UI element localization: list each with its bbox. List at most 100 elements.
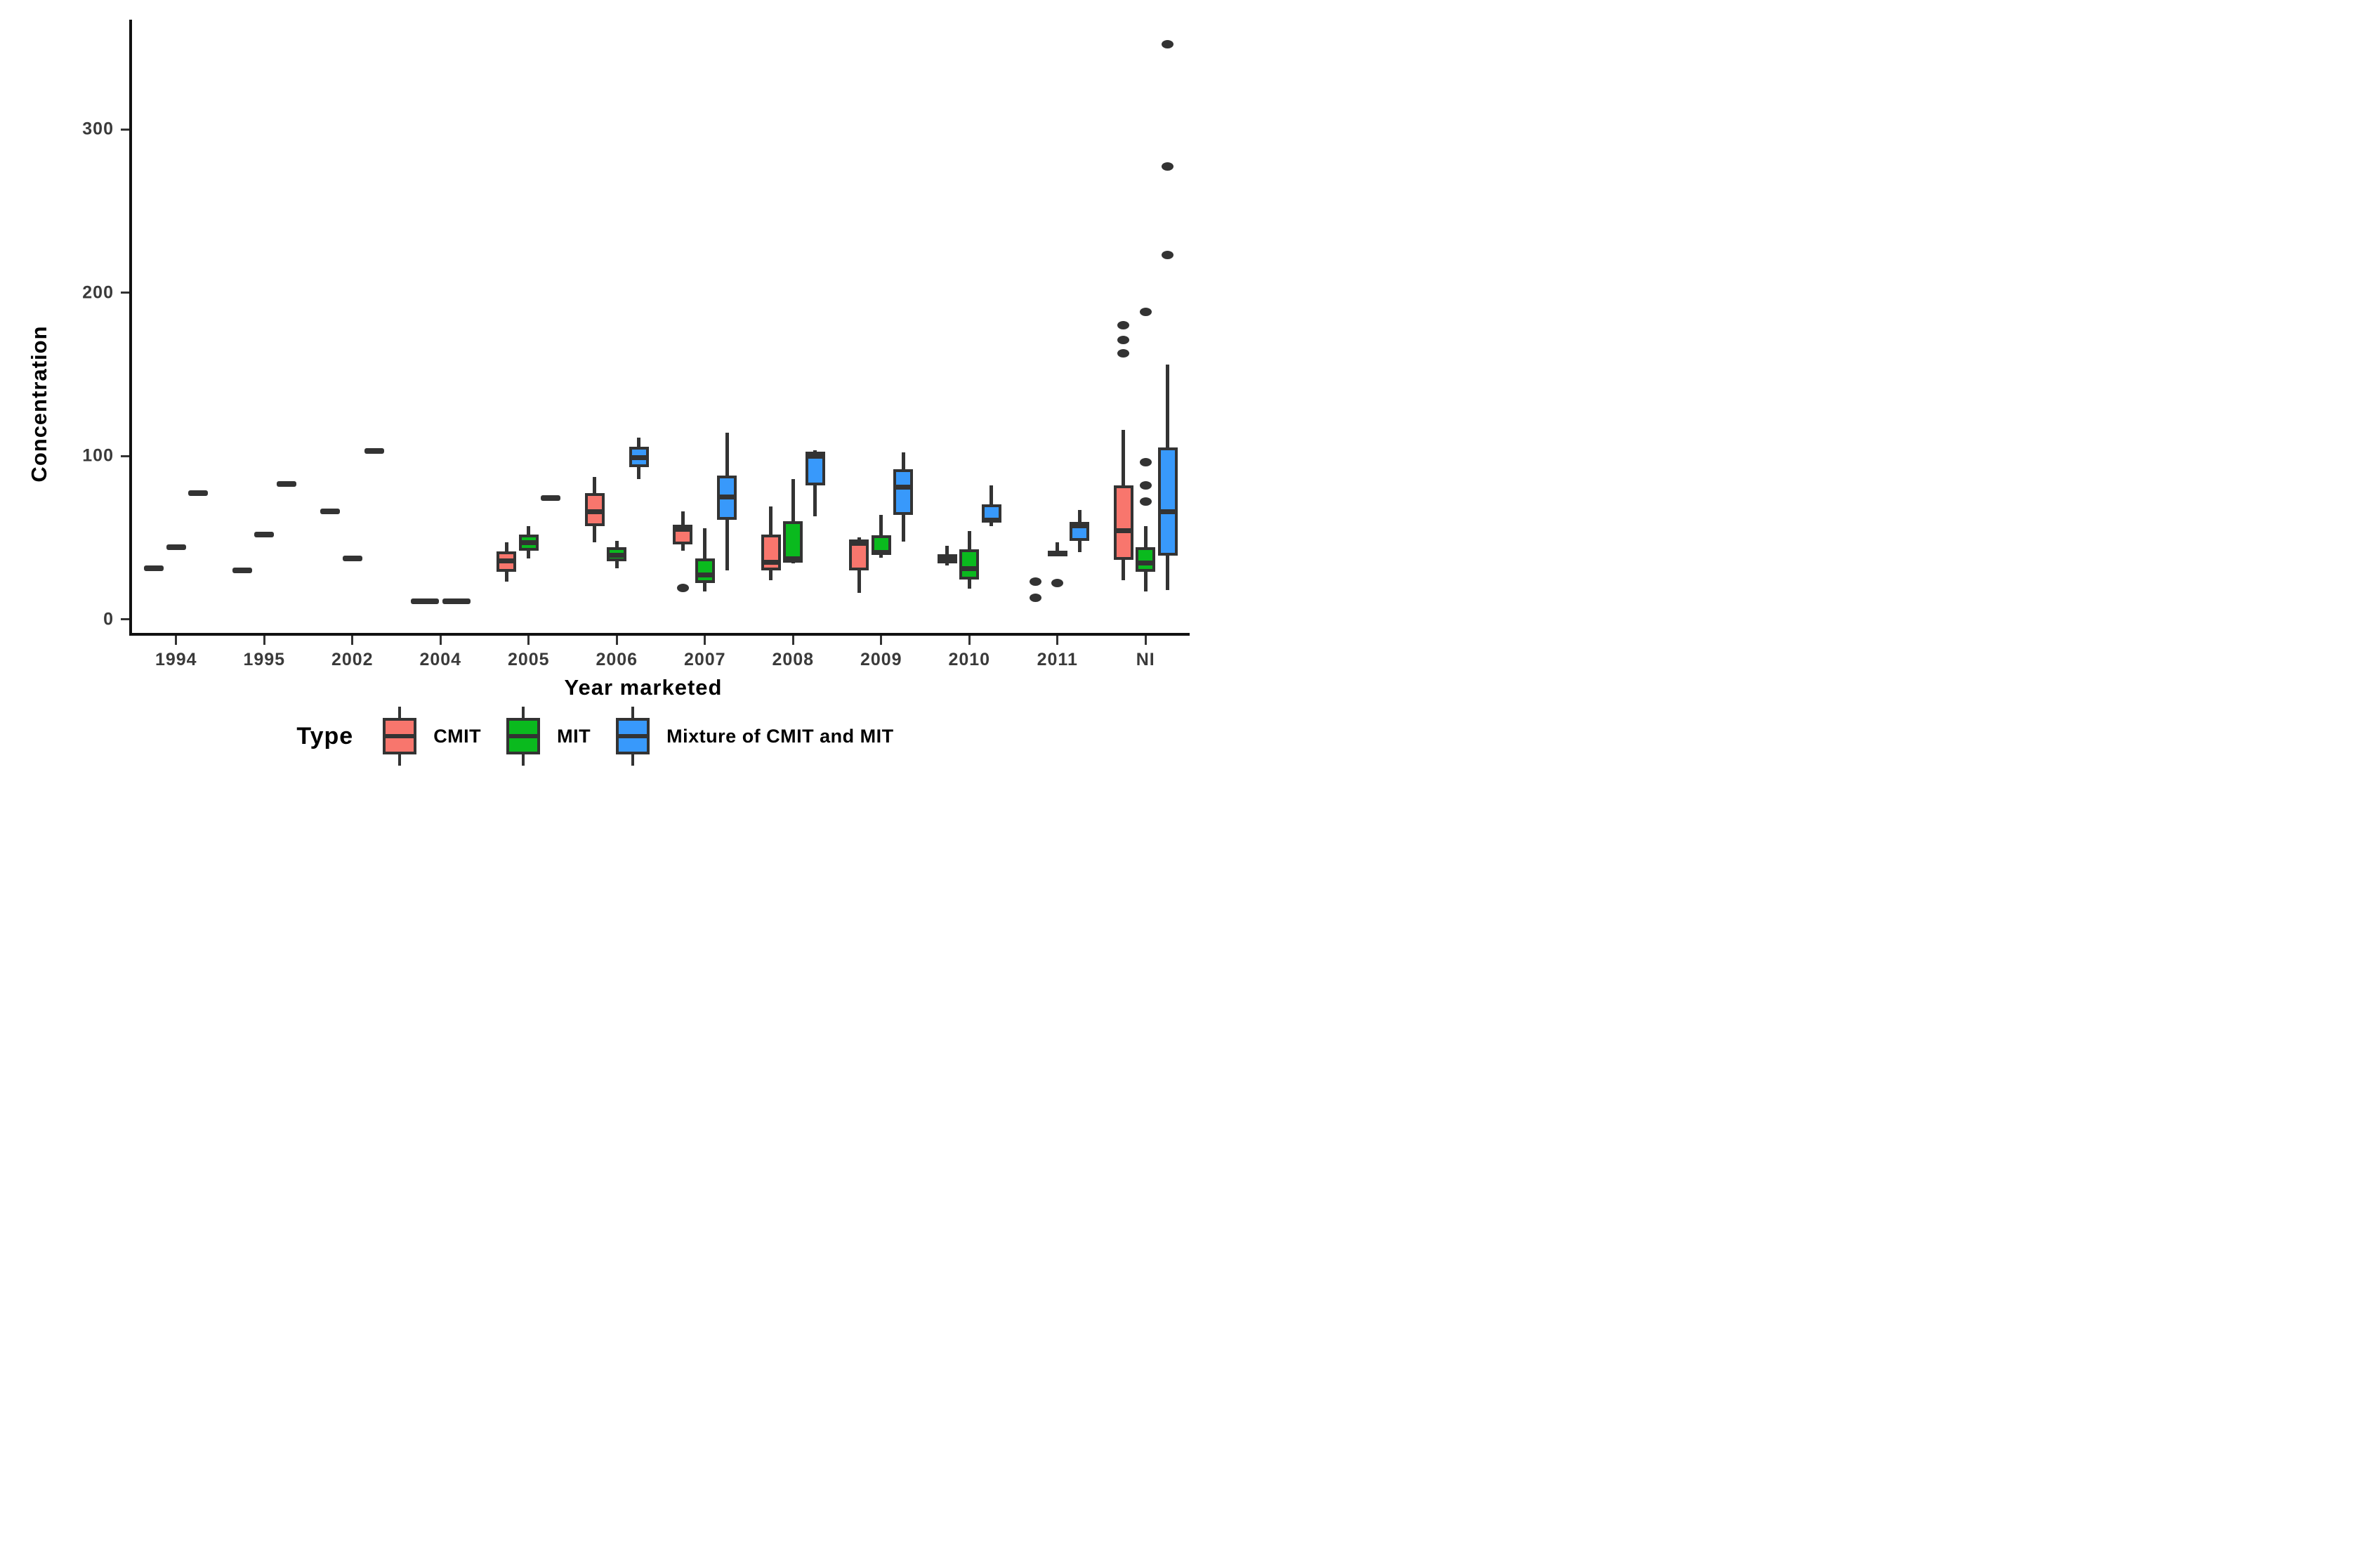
boxplot-2010-mit-box: [959, 549, 980, 580]
boxplot-2011-mix-lower-whisker: [1077, 540, 1081, 553]
x-tick-label: 2008: [772, 650, 815, 669]
boxplot-2006-mit-median: [607, 553, 627, 558]
boxplot-1994-cmit-flat-box: [144, 565, 164, 572]
boxplot-2002-cmit-flat-box: [320, 509, 341, 515]
boxplot-2005-cmit-upper-whisker: [504, 542, 508, 551]
x-tick-label: NI: [1136, 650, 1155, 669]
boxplot-2008-cmit-box: [761, 534, 781, 570]
boxplot-NI-cmit-lower-whisker: [1122, 559, 1126, 580]
x-tick-label: 1994: [154, 650, 197, 669]
boxplot-NI-mit-outlier-dot: [1139, 458, 1152, 467]
boxplot-2011-mit-upper-whisker: [1056, 542, 1060, 551]
boxplot-NI-mix-outlier-dot: [1162, 162, 1174, 171]
x-tick-label: 2011: [1037, 650, 1078, 669]
x-tick-label: 2002: [331, 650, 374, 669]
boxplot-2006-mit-lower-whisker: [614, 561, 619, 569]
x-tick: [175, 636, 178, 645]
boxplot-2006-mit-upper-whisker: [614, 540, 619, 548]
boxplot-2011-mix-median: [1070, 523, 1090, 529]
boxplot-2009-mix-upper-whisker: [901, 452, 905, 469]
boxplot-2011-mix-upper-whisker: [1077, 509, 1081, 523]
boxplot-2006-mix-upper-whisker: [637, 438, 641, 447]
boxplot-2008-mix-median: [805, 453, 825, 459]
boxplot-2009-mix-box: [893, 469, 914, 515]
boxplot-1995-mix-flat-box: [276, 480, 296, 487]
legend-label: Mixture of CMIT and MIT: [666, 725, 894, 747]
legend-boxplot-key-icon: [614, 707, 651, 766]
x-tick: [351, 636, 354, 645]
boxplot-2010-cmit-upper-whisker: [945, 545, 949, 554]
legend: Type CMIT MIT Mixture of CMIT and MIT: [0, 702, 1190, 770]
boxplot-NI-cmit-outlier-dot: [1117, 321, 1130, 329]
x-axis-line: [129, 633, 1190, 636]
boxplot-2007-mix-median: [717, 494, 737, 499]
x-tick-label: 2010: [948, 650, 991, 669]
boxplot-2008-mit-box: [783, 521, 803, 563]
boxplot-2008-mit-median: [783, 556, 803, 561]
boxplot-NI-mix-outlier-dot: [1162, 251, 1174, 260]
boxplot-2005-cmit-lower-whisker: [504, 572, 508, 582]
boxplot-NI-mix-outlier-dot: [1162, 40, 1174, 49]
boxplot-2010-mix-lower-whisker: [990, 522, 994, 526]
x-tick-label: 1995: [243, 650, 286, 669]
y-tick-label: 300: [82, 119, 114, 139]
x-tick-label: 2009: [860, 650, 902, 669]
boxplot-2010-mit-lower-whisker: [967, 579, 971, 589]
boxplot-2009-mix-median: [893, 484, 914, 490]
boxplot-2008-mix-upper-whisker: [813, 450, 817, 452]
y-tick-label: 100: [82, 445, 114, 466]
boxplot-2005-mit-upper-whisker: [527, 525, 531, 535]
boxplot-2011-mit-outlier-dot: [1051, 579, 1064, 588]
y-axis-title: Concentration: [27, 325, 51, 483]
boxplot-2007-cmit-median: [673, 527, 693, 532]
boxplot-2010-cmit-median: [937, 556, 957, 561]
boxplot-NI-cmit-median: [1113, 528, 1133, 534]
boxplot-2007-cmit-outlier-dot: [676, 584, 689, 593]
boxplot-2006-mix-lower-whisker: [637, 467, 641, 479]
boxplot-1995-cmit-flat-box: [232, 567, 252, 573]
x-tick-label: 2005: [507, 650, 550, 669]
x-tick: [527, 636, 530, 645]
x-tick-label: 2007: [683, 650, 726, 669]
x-tick: [1144, 636, 1147, 645]
boxplot-2009-cmit-lower-whisker: [857, 570, 861, 594]
x-tick: [615, 636, 618, 645]
y-tick-label: 0: [103, 609, 114, 629]
boxplot-2009-mit-lower-whisker: [879, 554, 883, 558]
boxplot-2008-cmit-upper-whisker: [769, 506, 773, 535]
boxplot-2002-mit-flat-box: [342, 556, 362, 562]
boxplot-NI-mit-median: [1136, 560, 1156, 565]
plot-panel: Concentration Year marketed 0 100 200 300 19…: [0, 0, 1190, 776]
boxplot-2010-cmit-lower-whisker: [945, 563, 949, 565]
boxplot-2007-mix-upper-whisker: [725, 433, 729, 476]
y-axis-line: [129, 20, 132, 636]
legend-boxplot-key-icon: [381, 707, 418, 766]
boxplot-NI-mit-outlier-dot: [1139, 480, 1152, 490]
legend-boxplot-key-icon: [505, 707, 541, 766]
boxplot-2005-mit-lower-whisker: [527, 550, 531, 559]
legend-item-mix: Mixture of CMIT and MIT: [614, 707, 893, 766]
boxplot-2010-mix-upper-whisker: [990, 485, 994, 504]
y-tick-label: 200: [82, 282, 114, 302]
y-tick: [121, 128, 129, 131]
legend-item-cmit: CMIT: [381, 707, 481, 766]
x-tick: [791, 636, 794, 645]
boxplot-2002-mix-flat-box: [364, 448, 385, 454]
x-tick: [704, 636, 706, 645]
legend-label: MIT: [557, 725, 591, 747]
boxplot-2009-mit-upper-whisker: [879, 514, 883, 535]
boxplot-figure: Concentration Year marketed 0 100 200 300 19…: [0, 0, 1190, 776]
x-tick: [439, 636, 442, 645]
boxplot-2007-cmit-upper-whisker: [681, 511, 685, 525]
boxplot-2004-mit-flat-box: [442, 598, 471, 604]
boxplot-NI-mit-box: [1136, 547, 1156, 572]
boxplot-2007-mit-lower-whisker: [703, 583, 707, 591]
boxplot-2010-mit-upper-whisker: [967, 530, 971, 549]
y-tick: [121, 618, 129, 620]
x-tick: [968, 636, 971, 645]
boxplot-2008-mit-upper-whisker: [791, 478, 795, 521]
boxplot-NI-cmit-upper-whisker: [1122, 429, 1126, 485]
boxplot-2006-cmit-median: [584, 509, 605, 514]
boxplot-2006-cmit-upper-whisker: [593, 477, 597, 494]
boxplot-2011-mit-median: [1047, 550, 1067, 556]
